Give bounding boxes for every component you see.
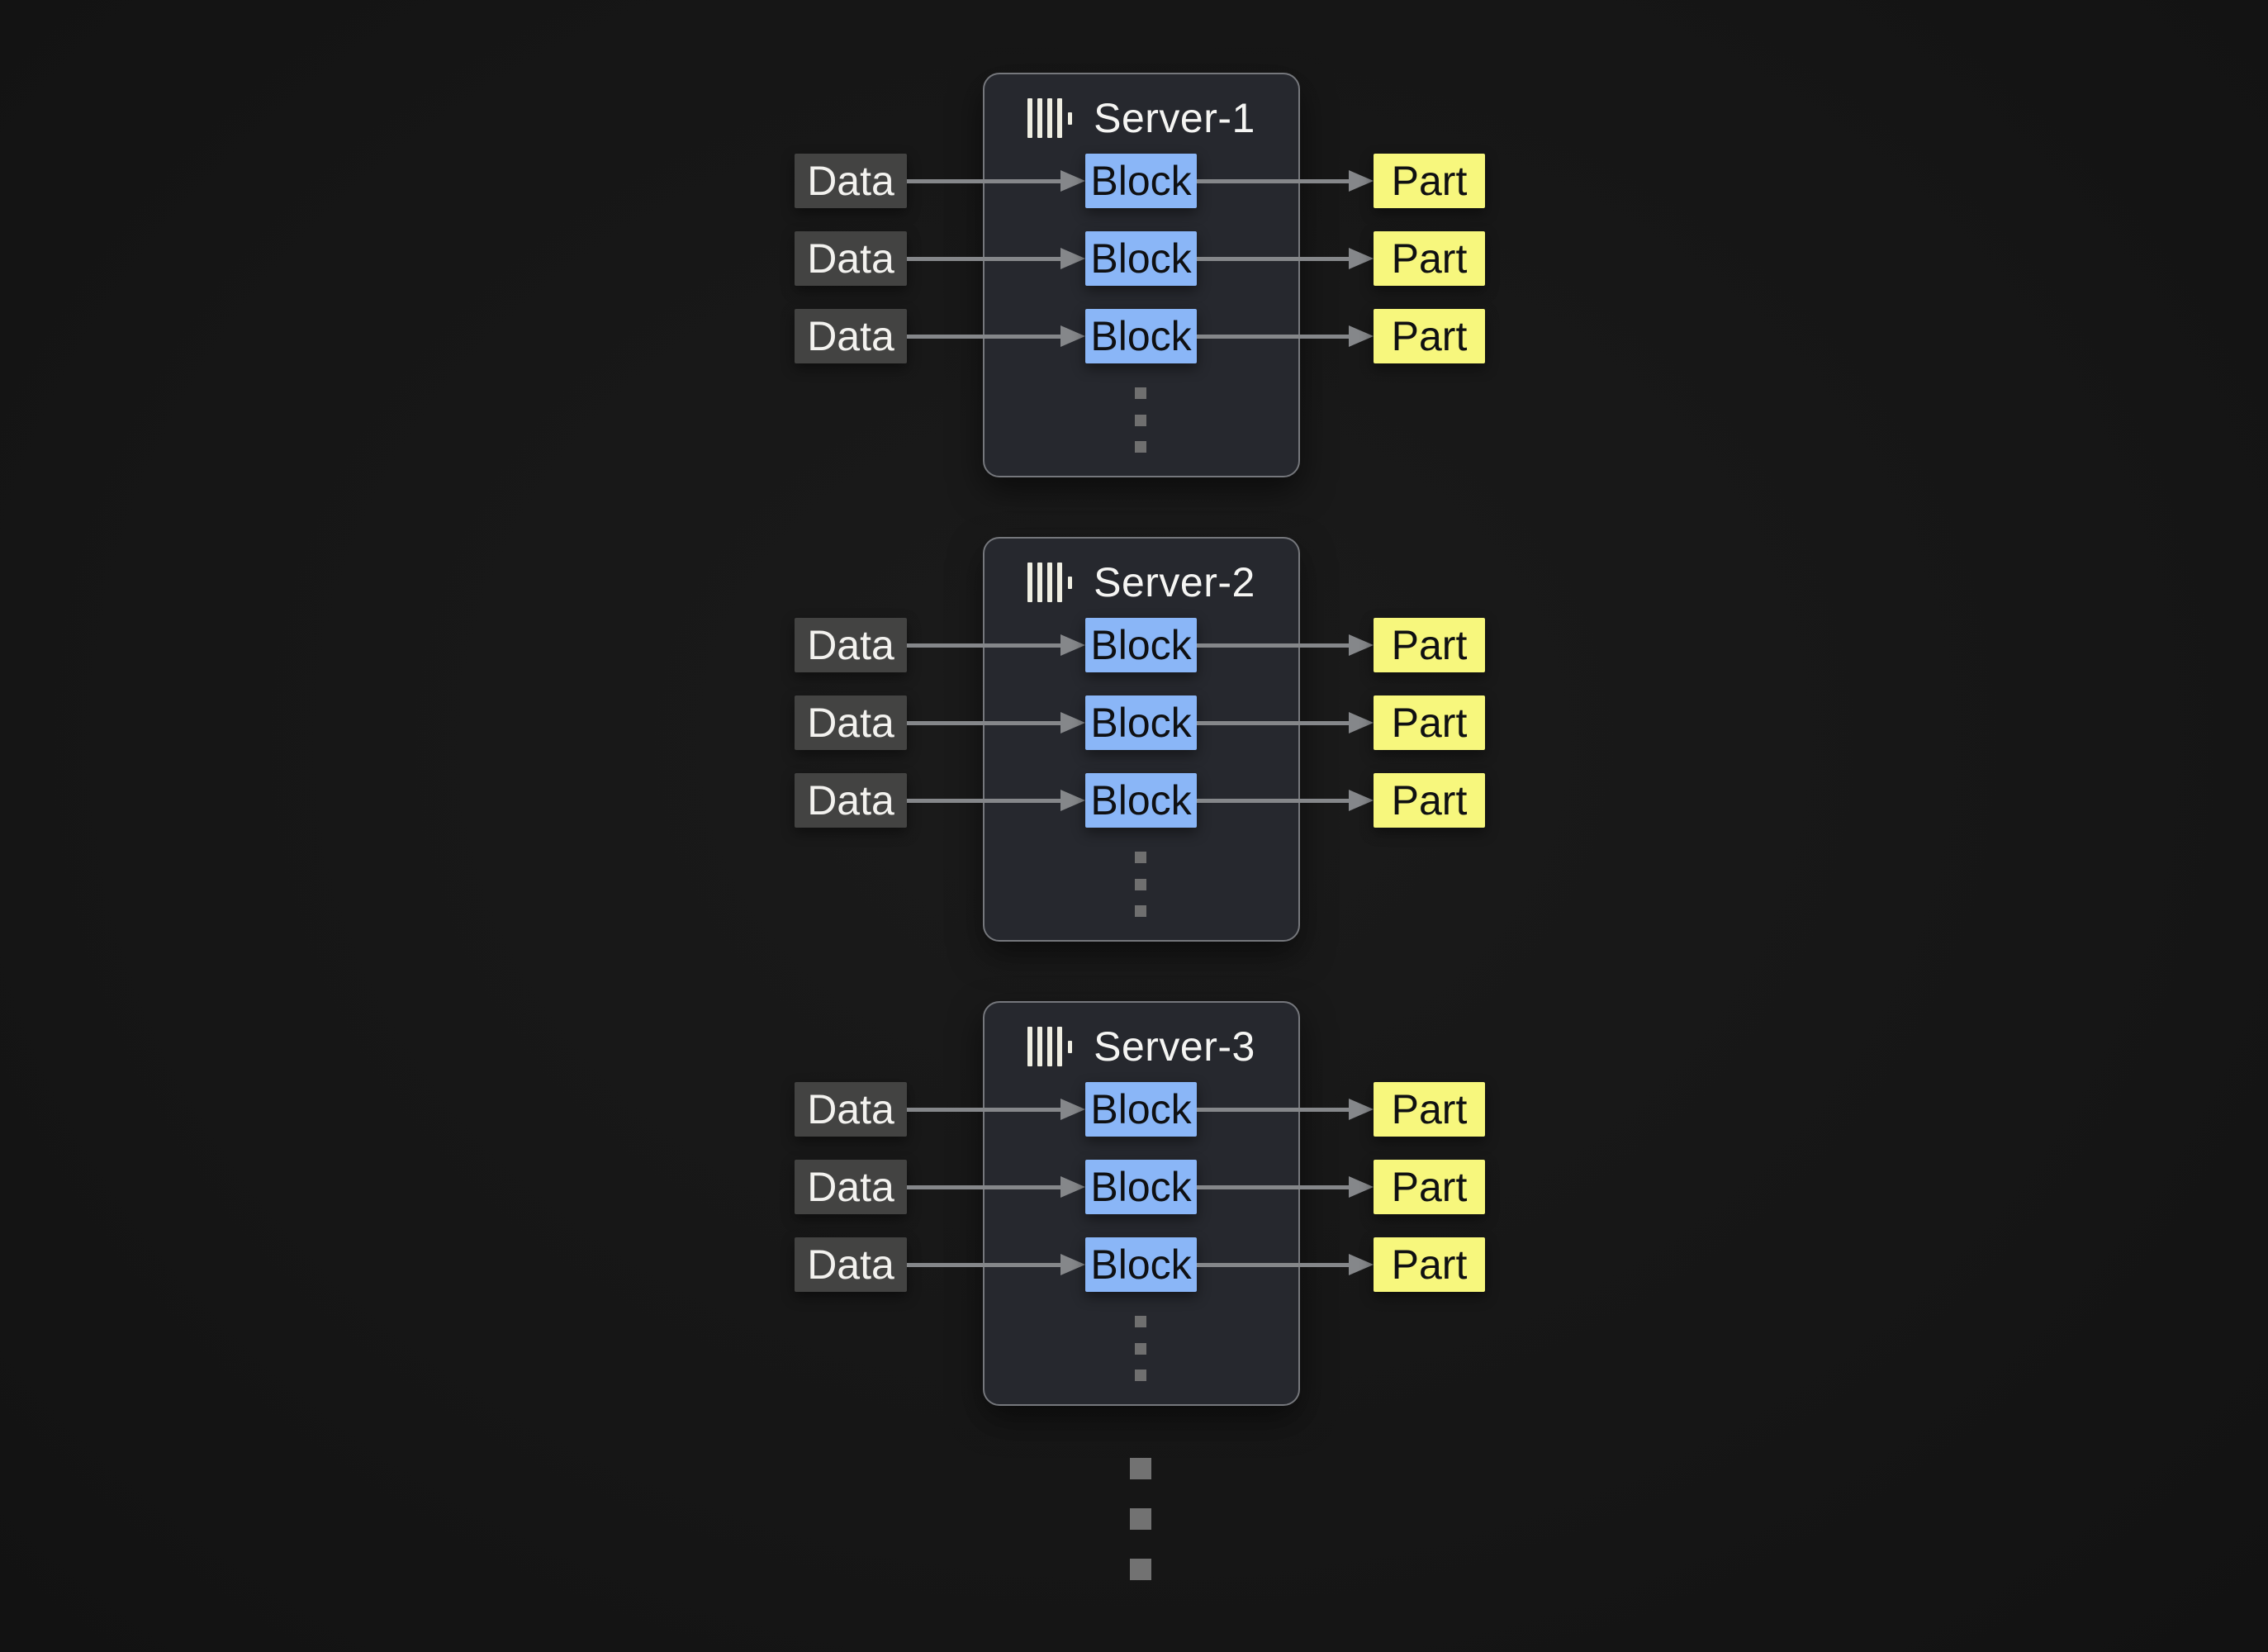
more-blocks-ellipsis-icon	[1135, 1343, 1146, 1355]
block-node: Block	[1085, 773, 1197, 828]
server-header: Server-1	[985, 93, 1298, 144]
more-servers-ellipsis-icon	[1130, 1508, 1151, 1530]
block-node: Block	[1085, 1160, 1197, 1214]
block-node: Block	[1085, 154, 1197, 208]
arrow-data-to-block-icon	[907, 1176, 1085, 1198]
more-blocks-ellipsis-icon	[1135, 1316, 1146, 1327]
arrow-block-to-part-icon	[1197, 1176, 1374, 1198]
server-group-2: Server-2 Data Block Part Data Block Part…	[0, 537, 2268, 942]
more-blocks-ellipsis-icon	[1135, 852, 1146, 863]
block-node: Block	[1085, 231, 1197, 286]
more-blocks-ellipsis-icon	[1135, 905, 1146, 917]
data-node: Data	[795, 618, 907, 672]
server-group-1: Server-1 Data Block Part Data Block Part…	[0, 73, 2268, 477]
part-node: Part	[1374, 231, 1485, 286]
part-node: Part	[1374, 1160, 1485, 1214]
arrow-data-to-block-icon	[907, 1254, 1085, 1275]
block-node: Block	[1085, 1237, 1197, 1292]
server-header: Server-3	[985, 1021, 1298, 1072]
data-node: Data	[795, 231, 907, 286]
arrow-block-to-part-icon	[1197, 712, 1374, 733]
arrow-block-to-part-icon	[1197, 634, 1374, 656]
arrow-block-to-part-icon	[1197, 1254, 1374, 1275]
server-rack-icon	[1027, 1027, 1073, 1066]
arrow-data-to-block-icon	[907, 248, 1085, 269]
more-blocks-ellipsis-icon	[1135, 387, 1146, 399]
data-node: Data	[795, 1160, 907, 1214]
part-node: Part	[1374, 154, 1485, 208]
part-node: Part	[1374, 618, 1485, 672]
part-node: Part	[1374, 1237, 1485, 1292]
more-blocks-ellipsis-icon	[1135, 415, 1146, 426]
data-node: Data	[795, 1082, 907, 1137]
server-group-3: Server-3 Data Block Part Data Block Part…	[0, 1001, 2268, 1406]
part-node: Part	[1374, 1082, 1485, 1137]
block-node: Block	[1085, 695, 1197, 750]
data-node: Data	[795, 154, 907, 208]
block-node: Block	[1085, 309, 1197, 363]
arrow-block-to-part-icon	[1197, 325, 1374, 347]
server-title: Server-2	[1094, 559, 1255, 605]
server-title: Server-3	[1094, 1023, 1255, 1070]
more-blocks-ellipsis-icon	[1135, 879, 1146, 890]
arrow-block-to-part-icon	[1197, 248, 1374, 269]
data-node: Data	[795, 695, 907, 750]
more-blocks-ellipsis-icon	[1135, 441, 1146, 453]
arrow-block-to-part-icon	[1197, 170, 1374, 192]
arrow-block-to-part-icon	[1197, 1099, 1374, 1120]
server-box-2: Server-2	[983, 537, 1300, 942]
data-node: Data	[795, 773, 907, 828]
server-rack-icon	[1027, 98, 1073, 138]
arrow-data-to-block-icon	[907, 634, 1085, 656]
part-node: Part	[1374, 309, 1485, 363]
arrow-data-to-block-icon	[907, 170, 1085, 192]
part-node: Part	[1374, 773, 1485, 828]
data-node: Data	[795, 309, 907, 363]
server-header: Server-2	[985, 557, 1298, 608]
arrow-data-to-block-icon	[907, 1099, 1085, 1120]
more-blocks-ellipsis-icon	[1135, 1370, 1146, 1381]
arrow-data-to-block-icon	[907, 790, 1085, 811]
block-node: Block	[1085, 1082, 1197, 1137]
more-servers-ellipsis-icon	[1130, 1458, 1151, 1479]
server-title: Server-1	[1094, 95, 1255, 141]
part-node: Part	[1374, 695, 1485, 750]
arrow-data-to-block-icon	[907, 712, 1085, 733]
arrow-block-to-part-icon	[1197, 790, 1374, 811]
arrow-data-to-block-icon	[907, 325, 1085, 347]
server-rack-icon	[1027, 563, 1073, 602]
more-servers-ellipsis-icon	[1130, 1559, 1151, 1580]
data-node: Data	[795, 1237, 907, 1292]
block-node: Block	[1085, 618, 1197, 672]
